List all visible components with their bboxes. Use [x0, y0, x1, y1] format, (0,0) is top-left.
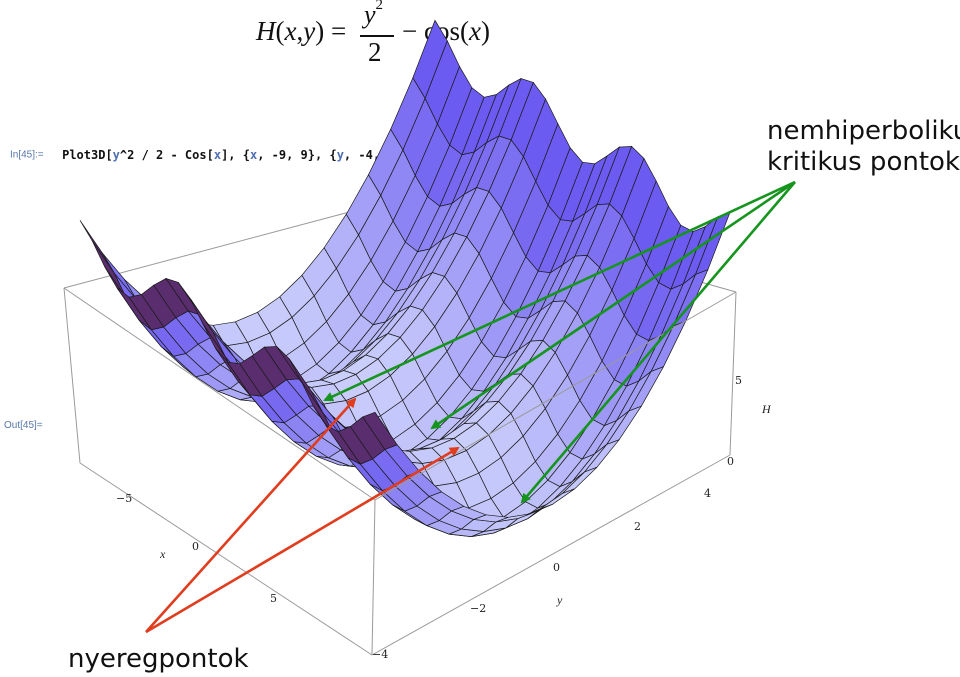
formula-arg-x: x — [284, 16, 297, 46]
code-part: ], { — [221, 147, 250, 162]
x-tick-label: 5 — [270, 592, 277, 605]
green-arrow-2 — [430, 180, 796, 430]
code-var: y — [336, 147, 344, 162]
code-part: ^2 / 2 - Cos[ — [119, 147, 214, 162]
formula-equals: = — [330, 16, 347, 46]
code-part: Plot3D[ — [62, 147, 113, 162]
nonhyperbolic-annotation: nemhiperbolikus kritikus pontok — [767, 116, 960, 178]
red-arrow-2 — [145, 446, 460, 634]
formula-paren-open: ( — [275, 16, 285, 46]
saddle-arrows — [145, 397, 460, 634]
plot-box-front — [63, 287, 737, 656]
formula-comma: , — [296, 16, 304, 46]
annotation-line-2: kritikus pontok — [767, 147, 960, 177]
y-tick-label: 2 — [634, 520, 641, 533]
x-tick-label: −5 — [116, 492, 132, 505]
surface-patch — [362, 411, 398, 450]
red-arrow-1 — [145, 397, 357, 633]
formula-numerator-var: y — [364, 0, 376, 29]
saddle-annotation: nyeregpontok — [68, 644, 249, 674]
code-var: y — [112, 147, 120, 162]
z-tick-label: 5 — [735, 374, 742, 387]
y-tick-label: −4 — [372, 648, 388, 661]
y-axis-label: y — [556, 593, 563, 607]
formula-paren-close: ) — [315, 16, 325, 46]
formula-cos-arg: x — [468, 16, 481, 46]
x-axis-label: x — [159, 547, 166, 561]
formula-fraction-bar — [360, 35, 394, 37]
y-tick-label: 4 — [704, 487, 711, 500]
code-var: x — [249, 147, 258, 162]
x-tick-label: 0 — [192, 540, 199, 553]
formula-denominator: 2 — [368, 37, 382, 67]
surface-mesh — [79, 19, 731, 537]
code-var: x — [213, 147, 222, 162]
code-part: , -9, 9}, { — [257, 147, 337, 162]
surface-patch — [91, 240, 128, 300]
formula-lhs: H(x,y) = — [256, 16, 346, 47]
formula-numerator: y2 — [364, 0, 383, 30]
formula-func-name: H — [256, 16, 276, 46]
green-arrow-1 — [323, 180, 796, 402]
formula-exponent: 2 — [375, 0, 384, 14]
z-axis-label: H — [761, 402, 772, 416]
formula-minus: − — [402, 16, 418, 46]
input-label: In[45]:= — [10, 149, 44, 161]
nonhyperbolic-arrows — [323, 180, 796, 504]
z-tick-label: 0 — [727, 455, 734, 468]
annotation-line-1: nemhiperbolikus — [767, 116, 960, 146]
axis-ticks: −5 0 5 −4 −2 0 2 4 0 5 — [116, 374, 742, 661]
y-tick-label: 0 — [553, 561, 560, 574]
green-arrow-3 — [520, 181, 796, 504]
output-label: Out[45]= — [4, 420, 43, 431]
y-tick-label: −2 — [470, 602, 486, 615]
formula-arg-y: y — [303, 16, 316, 46]
